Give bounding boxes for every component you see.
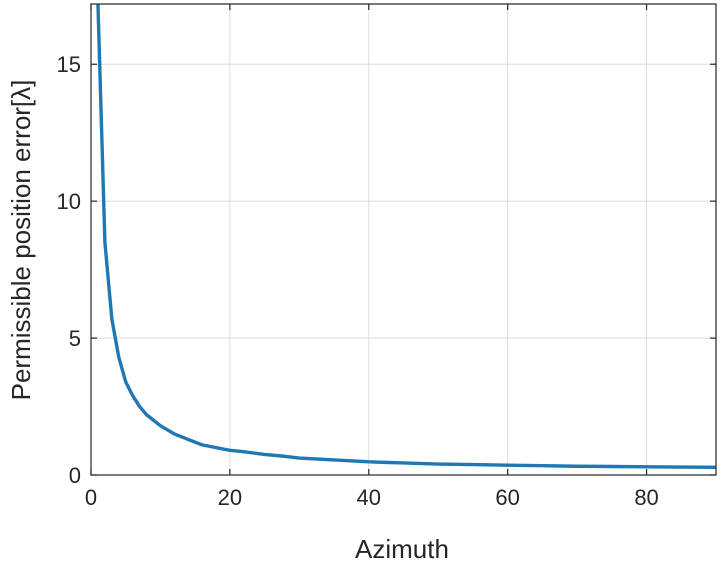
plot-frame xyxy=(90,3,717,476)
axes xyxy=(90,3,717,476)
grid-lines xyxy=(91,4,716,475)
ticks: 0 20 40 60 80 0 5 10 15 xyxy=(57,4,716,510)
y-tick-label-0: 0 xyxy=(69,463,81,488)
x-tick-label-2: 40 xyxy=(357,485,381,510)
y-tick-label-2: 10 xyxy=(57,189,81,214)
y-tick-label-3: 15 xyxy=(57,52,81,77)
y-axis-label: Permissible position error[λ] xyxy=(6,80,36,401)
x-tick-label-1: 20 xyxy=(218,485,242,510)
series-layer xyxy=(96,4,716,470)
x-axis-label: Azimuth xyxy=(355,534,449,564)
series-line-0 xyxy=(96,4,716,470)
x-tick-label-4: 80 xyxy=(634,485,658,510)
x-tick-label-0: 0 xyxy=(85,485,97,510)
y-tick-label-1: 5 xyxy=(69,326,81,351)
x-tick-label-3: 60 xyxy=(495,485,519,510)
